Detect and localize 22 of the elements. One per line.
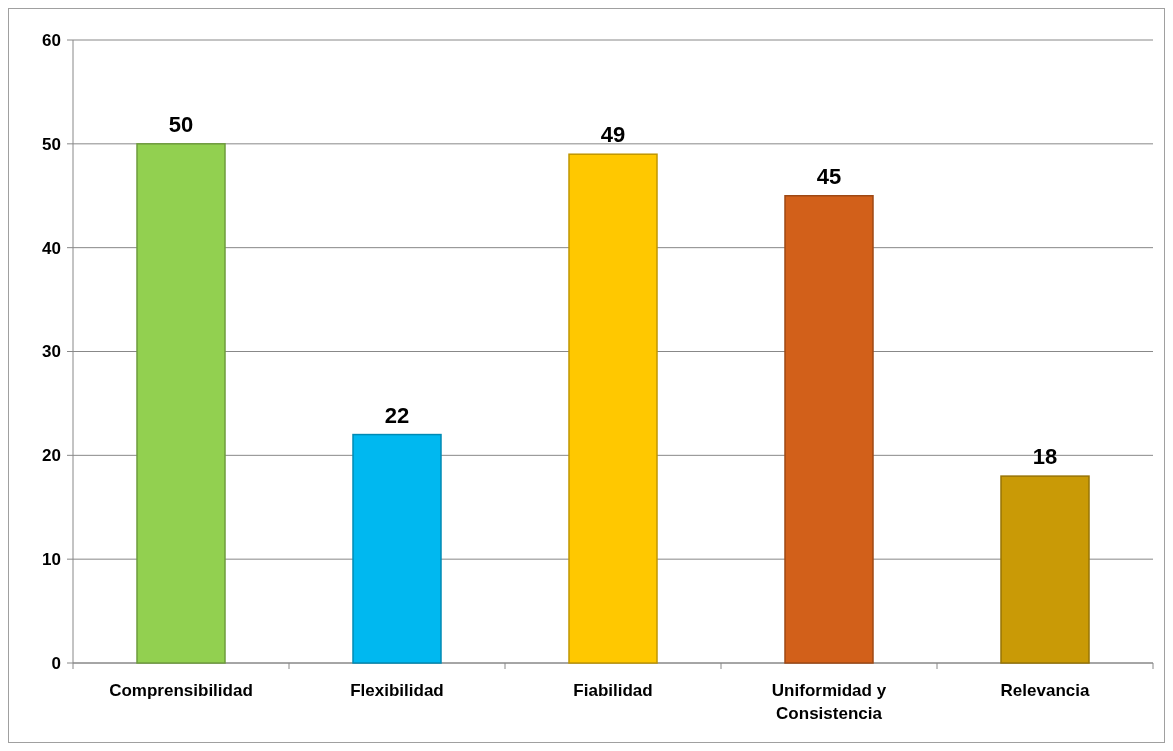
x-tick-label: Relevancia bbox=[1000, 681, 1090, 700]
x-tick-label: Uniformidad y Consistencia bbox=[771, 681, 887, 723]
bar bbox=[136, 143, 226, 664]
x-tick-label: Flexibilidad bbox=[350, 681, 444, 700]
data-label: 49 bbox=[600, 122, 626, 148]
x-tick-label: Comprensibilidad bbox=[109, 681, 253, 700]
y-tick-label: 50 bbox=[42, 134, 61, 154]
bar bbox=[352, 433, 442, 664]
y-tick-label: 60 bbox=[42, 30, 61, 50]
y-tick-label: 30 bbox=[42, 342, 61, 362]
y-tick-label: 40 bbox=[42, 238, 61, 258]
y-tick-label: 20 bbox=[42, 446, 61, 466]
data-label: 50 bbox=[168, 111, 194, 137]
y-tick-label: 10 bbox=[42, 550, 61, 570]
data-label: 22 bbox=[384, 402, 410, 428]
y-tick-label: 0 bbox=[51, 653, 61, 673]
data-label: 45 bbox=[816, 163, 842, 189]
x-tick-label: Fiabilidad bbox=[573, 681, 653, 700]
data-label: 18 bbox=[1032, 444, 1058, 470]
bar bbox=[1000, 475, 1090, 664]
bar bbox=[784, 195, 874, 664]
bar bbox=[568, 153, 658, 664]
